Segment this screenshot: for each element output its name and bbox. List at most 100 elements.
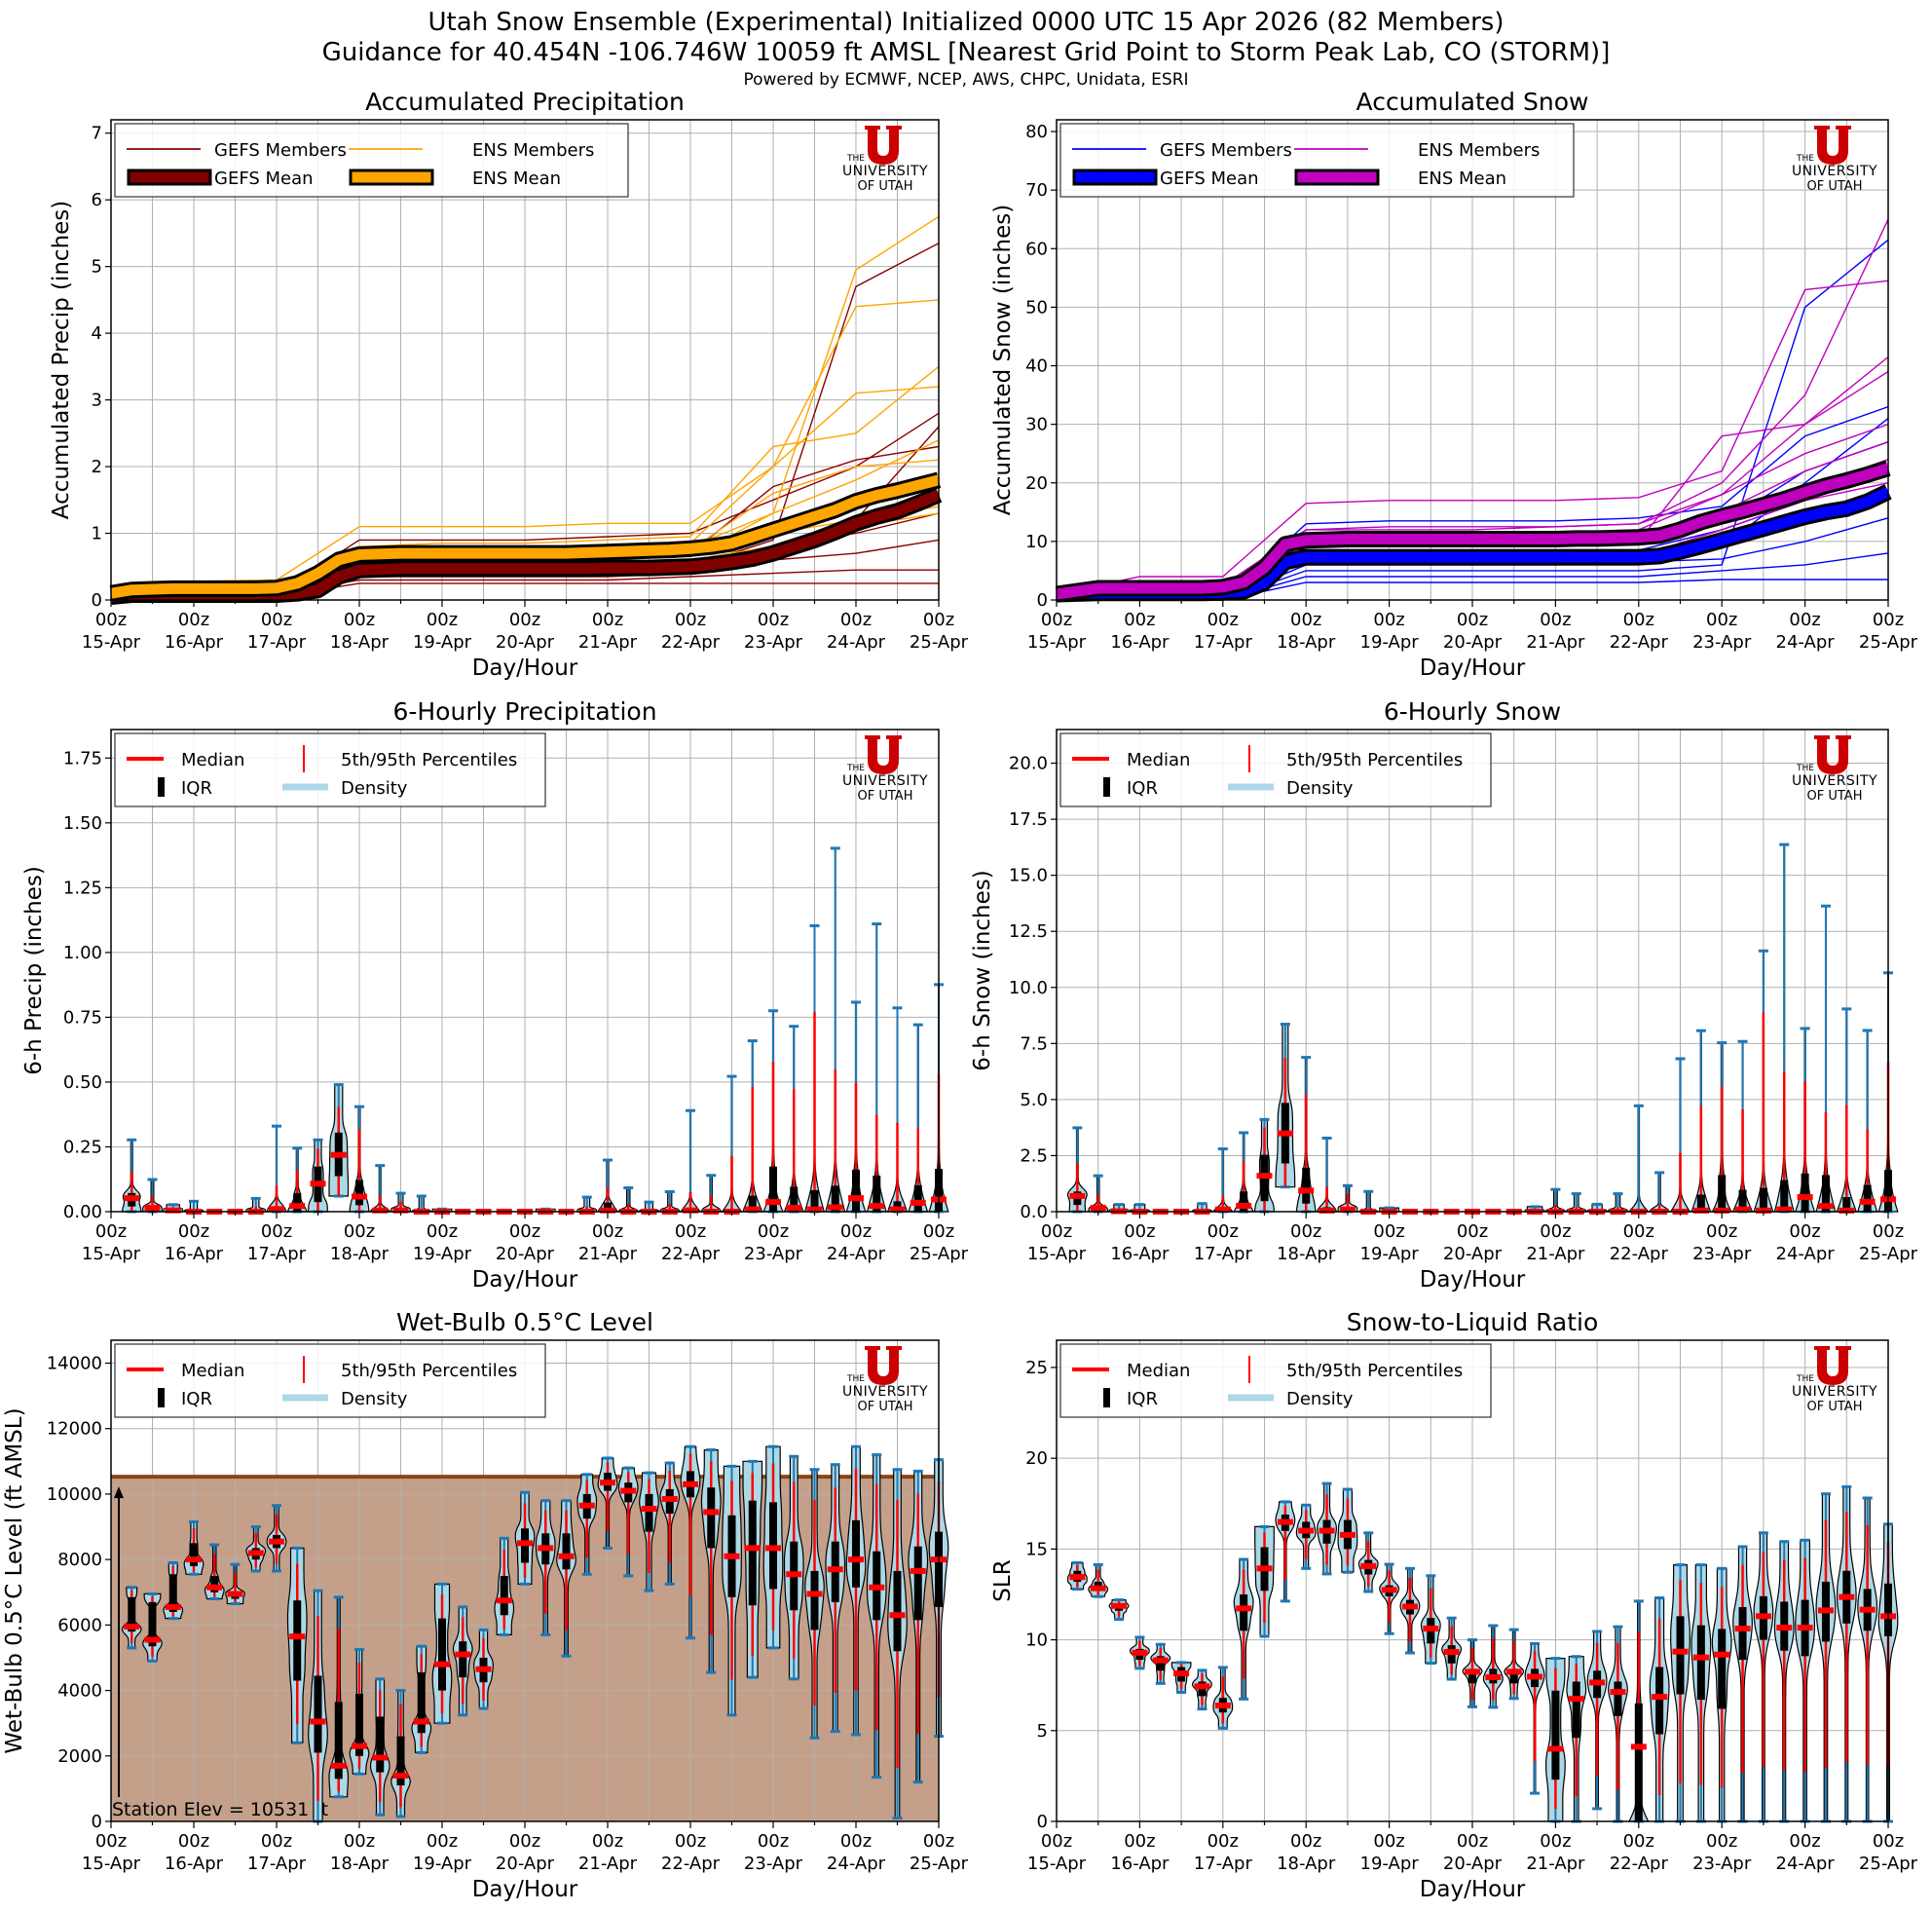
x-tick-date-label: 17-Apr: [247, 1854, 307, 1874]
violin: [1191, 1202, 1212, 1215]
violin-median-marker: [827, 1566, 843, 1573]
violin: [1275, 1500, 1296, 1603]
violin: [1066, 1560, 1088, 1592]
credits-text: Powered by ECMWF, NCEP, AWS, CHPC, Unida…: [743, 70, 1189, 90]
violin-median-marker: [1214, 1206, 1231, 1213]
violin-median-marker: [1610, 1689, 1626, 1696]
violin-median-marker: [124, 1624, 140, 1630]
y-tick-label: 10.0: [1009, 978, 1048, 998]
x-tick-date-label: 19-Apr: [1360, 1244, 1420, 1264]
x-tick-hour-label: 00z: [261, 1221, 292, 1242]
violin: [1317, 1481, 1338, 1576]
x-tick-date-label: 21-Apr: [1526, 1244, 1585, 1264]
y-tick-label: 1.00: [63, 943, 102, 963]
violin-median-marker: [289, 1633, 306, 1640]
violin-median-marker: [600, 1480, 615, 1486]
violin: [1753, 949, 1774, 1214]
violin: [1254, 1524, 1275, 1638]
violin-iqr-bar: [810, 1570, 819, 1630]
x-tick-date-label: 25-Apr: [910, 1244, 969, 1264]
violin-iqr-bar: [645, 1493, 653, 1532]
violin: [1670, 1563, 1690, 1823]
x-tick-date-label: 18-Apr: [330, 1854, 390, 1874]
violin: [514, 1490, 536, 1586]
x-tick-hour-label: 00z: [840, 1221, 872, 1242]
x-tick-date-label: 18-Apr: [330, 632, 390, 653]
logo-text-the: THE: [846, 764, 865, 773]
violin-iqr-bar: [293, 1600, 302, 1681]
violin: [1150, 1642, 1171, 1685]
violin-median-marker: [1776, 1206, 1793, 1213]
violin: [556, 1499, 576, 1658]
violin-median-marker: [1319, 1527, 1335, 1534]
y-tick-label: 7.5: [1020, 1033, 1048, 1054]
violin: [1379, 1562, 1400, 1635]
violin-median-marker: [1817, 1203, 1834, 1210]
violin: [183, 1520, 204, 1576]
violin: [1275, 1023, 1296, 1189]
legend-label: Median: [1127, 1361, 1190, 1381]
violin-iqr-bar: [913, 1184, 922, 1212]
y-tick-label: 8000: [57, 1550, 102, 1570]
y-tick-label: 0: [92, 1812, 102, 1832]
violin-median-marker: [538, 1545, 554, 1552]
x-tick-hour-label: 00z: [1373, 1831, 1404, 1852]
violin-median-marker: [392, 1772, 409, 1779]
violin-median-marker: [496, 1597, 512, 1604]
violin: [1462, 1638, 1483, 1708]
y-tick-label: 50: [1025, 297, 1048, 318]
violin-iqr-bar: [293, 1192, 302, 1212]
violin-median-marker: [310, 1180, 326, 1187]
x-tick-date-label: 22-Apr: [661, 1244, 721, 1264]
violin-median-marker: [1298, 1187, 1315, 1194]
violin-median-marker: [1443, 1649, 1460, 1656]
violin-median-marker: [744, 1206, 761, 1213]
x-tick-date-label: 20-Apr: [1443, 1854, 1503, 1874]
x-tick-date-label: 22-Apr: [661, 632, 721, 653]
legend-label: GEFS Members: [214, 140, 347, 161]
violin: [1753, 1531, 1774, 1823]
violin-median-marker: [765, 1199, 781, 1206]
x-tick-date-label: 25-Apr: [910, 1854, 969, 1874]
violin: [142, 1178, 163, 1214]
y-tick-label: 20: [1025, 473, 1048, 494]
x-axis-label: Day/Hour: [1420, 656, 1526, 681]
legend-label: 5th/95th Percentiles: [341, 1361, 517, 1381]
x-axis-label: Day/Hour: [1420, 1877, 1526, 1902]
violin-median-marker: [806, 1206, 823, 1213]
violin-iqr-bar: [355, 1180, 363, 1206]
violin-median-marker: [269, 1206, 284, 1213]
logo-text-the: THE: [1796, 764, 1814, 773]
x-tick-date-label: 20-Apr: [496, 1244, 555, 1264]
x-tick-hour-label: 00z: [592, 1221, 623, 1242]
violin: [845, 1000, 867, 1214]
x-tick-date-label: 24-Apr: [1776, 1854, 1836, 1874]
x-tick-date-label: 23-Apr: [1692, 1244, 1752, 1264]
x-tick-hour-label: 00z: [1208, 610, 1239, 630]
violin: [431, 1582, 453, 1725]
violin-iqr-bar: [1696, 1194, 1705, 1212]
x-tick-hour-label: 00z: [1041, 610, 1072, 630]
violin-median-marker: [848, 1556, 864, 1563]
logo-text-the: THE: [1796, 1374, 1814, 1384]
violin: [700, 1448, 722, 1674]
legend-label: ENS Mean: [1418, 169, 1506, 189]
x-tick-hour-label: 00z: [1208, 1831, 1239, 1852]
violin-median-marker: [1505, 1668, 1522, 1675]
figure-title: Utah Snow Ensemble (Experimental) Initia…: [427, 8, 1505, 37]
x-tick-date-label: 21-Apr: [578, 1854, 638, 1874]
violin: [1504, 1628, 1525, 1701]
x-tick-date-label: 16-Apr: [165, 632, 224, 653]
utah-u-icon: [865, 126, 902, 165]
violin-median-marker: [1859, 1606, 1876, 1613]
violin: [163, 1561, 184, 1621]
violin: [1066, 1126, 1088, 1214]
legend-label: GEFS Mean: [1160, 169, 1259, 189]
violin-iqr-bar: [1718, 1629, 1727, 1709]
violin-median-marker: [620, 1487, 637, 1494]
violin: [1627, 1104, 1650, 1215]
legend-label: 5th/95th Percentiles: [1286, 1361, 1463, 1381]
violin: [1337, 1183, 1358, 1214]
x-tick-date-label: 19-Apr: [413, 1244, 472, 1264]
